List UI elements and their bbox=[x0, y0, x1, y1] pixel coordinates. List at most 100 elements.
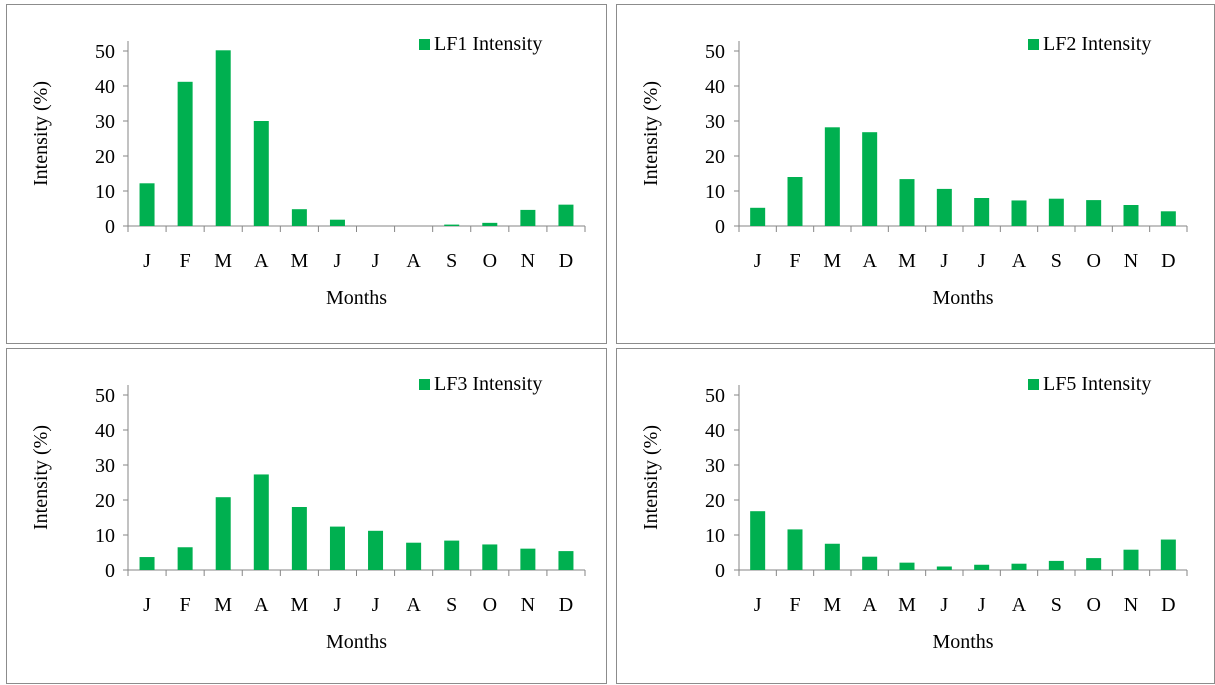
chart-panel-lf3: 0 10 20 30 40 50 J F M A M J J A S O N D Months Intensity (… bbox=[6, 348, 607, 684]
bar bbox=[520, 209, 536, 226]
x-tick-label: J bbox=[372, 594, 380, 616]
bar bbox=[1160, 539, 1176, 570]
bar bbox=[936, 566, 952, 570]
bar bbox=[1048, 198, 1064, 226]
bar bbox=[1048, 560, 1064, 570]
y-tick-label: 20 bbox=[705, 490, 725, 512]
x-tick-label: J bbox=[372, 250, 380, 272]
y-tick-label: 0 bbox=[715, 560, 725, 582]
bar bbox=[253, 474, 269, 570]
y-tick-label: 30 bbox=[705, 455, 725, 477]
bar bbox=[899, 562, 915, 570]
bar bbox=[139, 183, 155, 226]
bar bbox=[1123, 205, 1139, 226]
bar bbox=[862, 556, 878, 570]
x-tick-label: D bbox=[559, 250, 573, 272]
y-tick-label: 10 bbox=[705, 525, 725, 547]
y-axis-title: Intensity (%) bbox=[30, 81, 52, 186]
bar bbox=[974, 564, 990, 570]
bar bbox=[824, 127, 840, 226]
legend-label: LF3 Intensity bbox=[434, 373, 542, 395]
legend-label: LF5 Intensity bbox=[1043, 373, 1151, 395]
y-tick-label: 10 bbox=[705, 181, 725, 203]
x-tick-label: M bbox=[823, 594, 841, 616]
x-tick-label: J bbox=[143, 594, 151, 616]
y-tick-label: 50 bbox=[95, 385, 115, 407]
x-tick-label: J bbox=[978, 594, 986, 616]
x-tick-label: S bbox=[1051, 594, 1062, 616]
x-tick-label: M bbox=[214, 250, 232, 272]
x-tick-label: A bbox=[254, 594, 269, 616]
x-tick-label: F bbox=[180, 250, 191, 272]
chart-panel-lf2: 0 10 20 30 40 50 J F M A M J J A S O N D Months Intensity (… bbox=[616, 4, 1215, 344]
x-axis-title: Months bbox=[932, 631, 993, 653]
bar bbox=[482, 544, 498, 570]
x-tick-label: A bbox=[1012, 250, 1027, 272]
legend-swatch bbox=[1028, 39, 1039, 50]
bar bbox=[558, 551, 574, 570]
bar bbox=[1160, 211, 1176, 226]
x-tick-label: N bbox=[1124, 250, 1138, 272]
chart-panel-lf1: 0 10 20 30 40 50 J F M A M J J A S O N D Months Intensity (… bbox=[6, 4, 607, 344]
x-tick-label: S bbox=[446, 594, 457, 616]
x-tick-label: J bbox=[754, 250, 762, 272]
x-tick-label: A bbox=[406, 594, 421, 616]
bar bbox=[406, 542, 422, 570]
x-tick-label: O bbox=[483, 250, 497, 272]
bar bbox=[253, 121, 269, 226]
x-tick-label: O bbox=[1086, 594, 1100, 616]
x-tick-label: A bbox=[862, 250, 877, 272]
y-tick-label: 50 bbox=[95, 41, 115, 63]
bar bbox=[787, 529, 803, 570]
bar bbox=[291, 209, 307, 226]
bar bbox=[750, 207, 766, 226]
x-tick-label: M bbox=[898, 250, 916, 272]
y-tick-label: 0 bbox=[715, 216, 725, 238]
bar bbox=[1086, 200, 1102, 226]
bar bbox=[787, 177, 803, 226]
y-tick-label: 20 bbox=[95, 146, 115, 168]
x-tick-label: J bbox=[334, 250, 342, 272]
y-tick-label: 30 bbox=[705, 111, 725, 133]
y-tick-label: 0 bbox=[105, 216, 115, 238]
y-tick-label: 10 bbox=[95, 181, 115, 203]
legend-label: LF1 Intensity bbox=[434, 33, 542, 55]
legend-swatch bbox=[419, 39, 430, 50]
x-axis-title: Months bbox=[326, 631, 387, 653]
legend-swatch bbox=[419, 379, 430, 390]
y-tick-label: 40 bbox=[705, 420, 725, 442]
x-tick-label: F bbox=[180, 594, 191, 616]
y-tick-label: 50 bbox=[705, 41, 725, 63]
x-tick-label: J bbox=[754, 594, 762, 616]
x-tick-label: M bbox=[290, 250, 308, 272]
bar bbox=[368, 530, 384, 570]
x-tick-label: M bbox=[823, 250, 841, 272]
x-tick-label: J bbox=[940, 594, 948, 616]
x-tick-label: F bbox=[789, 250, 800, 272]
bar bbox=[974, 198, 990, 226]
x-tick-label: A bbox=[862, 594, 877, 616]
bar bbox=[444, 540, 460, 570]
x-tick-label: N bbox=[521, 594, 535, 616]
x-tick-label: D bbox=[1161, 594, 1175, 616]
x-tick-label: N bbox=[521, 250, 535, 272]
y-tick-label: 40 bbox=[95, 420, 115, 442]
bar bbox=[750, 511, 766, 570]
y-tick-label: 40 bbox=[95, 76, 115, 98]
x-tick-label: S bbox=[1051, 250, 1062, 272]
x-tick-label: M bbox=[290, 594, 308, 616]
x-axis-title: Months bbox=[932, 287, 993, 309]
bar bbox=[824, 543, 840, 570]
x-tick-label: F bbox=[789, 594, 800, 616]
x-tick-label: A bbox=[406, 250, 421, 272]
x-tick-label: A bbox=[1012, 594, 1027, 616]
bar bbox=[177, 81, 193, 226]
bar bbox=[1086, 558, 1102, 570]
x-tick-label: O bbox=[483, 594, 497, 616]
bar bbox=[215, 497, 231, 570]
bar bbox=[1011, 200, 1027, 226]
bar bbox=[215, 50, 231, 226]
